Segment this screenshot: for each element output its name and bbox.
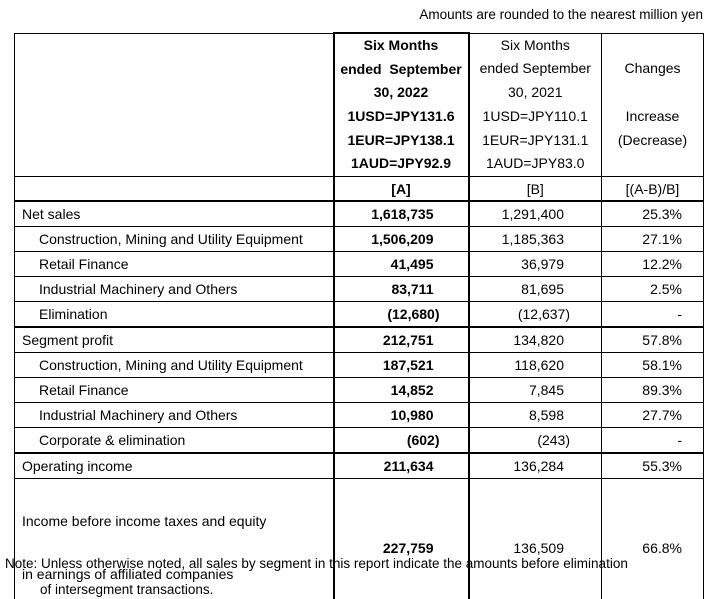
row-label-line: Income before income taxes and equity	[22, 513, 267, 530]
value-2021: 136,284	[468, 452, 602, 480]
row-label: Industrial Machinery and Others	[14, 402, 334, 429]
header-decrease-label: (Decrease)	[617, 131, 688, 148]
value-change: 55.3%	[601, 452, 704, 480]
table-row: Elimination (12,680) (12,637) -	[14, 301, 704, 328]
tag-a: [A]	[332, 176, 470, 203]
table-row-segment-profit: Segment profit 212,751 134,820 57.8%	[14, 326, 704, 354]
header-2022-line: 30, 2022	[373, 84, 429, 101]
row-label: Income before income taxes and equity in…	[14, 478, 334, 599]
value-2021: 118,620	[468, 352, 602, 379]
value-change: 57.8%	[601, 326, 704, 354]
header-2022-aud-rate: 1AUD=JPY92.9	[350, 155, 451, 172]
value-2021: 1,291,400	[468, 200, 602, 228]
table-row: Construction, Mining and Utility Equipme…	[14, 352, 704, 379]
value-change: 66.8%	[601, 478, 704, 599]
row-label: Elimination	[14, 301, 334, 328]
value-change: 2.5%	[601, 276, 704, 303]
rounding-note: Amounts are rounded to the nearest milli…	[419, 7, 703, 22]
table-row: Industrial Machinery and Others 83,711 8…	[14, 276, 704, 303]
results-table: Six Months ended September 30, 2022 1USD…	[14, 32, 704, 599]
value-2021: 7,845	[468, 377, 602, 404]
header-2021-line: Six Months	[500, 36, 570, 53]
row-label: Retail Finance	[14, 377, 334, 404]
row-label: Operating income	[14, 452, 334, 480]
footnote: Note: Unless otherwise noted, all sales …	[5, 551, 628, 599]
value-change: 12.2%	[601, 251, 704, 278]
value-change: 27.1%	[601, 226, 704, 253]
value-2022: 1,618,735	[332, 200, 470, 228]
header-2022-line: ended September	[340, 60, 462, 77]
value-2021: 36,979	[468, 251, 602, 278]
value-2021: 8,598	[468, 402, 602, 429]
value-change: 25.3%	[601, 200, 704, 228]
footnote-line-2: of intersegment transactions.	[40, 582, 214, 597]
header-2021-line: 30, 2021	[508, 84, 563, 101]
tag-label-cell	[14, 176, 334, 203]
value-change: 58.1%	[601, 352, 704, 379]
row-label: Industrial Machinery and Others	[14, 276, 334, 303]
value-2021: 134,820	[468, 326, 602, 354]
header-2022-eur-rate: 1EUR=JPY138.1	[347, 131, 455, 148]
value-2021: (243)	[468, 427, 602, 454]
tag-change-formula: [(A-B)/B]	[601, 176, 704, 203]
table-row: Retail Finance 14,852 7,845 89.3%	[14, 377, 704, 404]
table-row-net-sales: Net sales 1,618,735 1,291,400 25.3%	[14, 200, 704, 228]
tag-b: [B]	[468, 176, 602, 203]
header-changes: Changes Increase (Decrease)	[601, 32, 704, 178]
value-change: 89.3%	[601, 377, 704, 404]
value-2022: 83,711	[332, 276, 470, 303]
table-row: Construction, Mining and Utility Equipme…	[14, 226, 704, 253]
value-2022: 14,852	[332, 377, 470, 404]
value-2021: 81,695	[468, 276, 602, 303]
value-2021: 1,185,363	[468, 226, 602, 253]
value-2021: (12,637)	[468, 301, 602, 328]
row-label: Construction, Mining and Utility Equipme…	[14, 352, 334, 379]
value-2022: 41,495	[332, 251, 470, 278]
value-2022: (12,680)	[332, 301, 470, 328]
column-tag-row: [A] [B] [(A-B)/B]	[14, 176, 704, 203]
value-2022: 1,506,209	[332, 226, 470, 253]
value-2022: (602)	[332, 427, 470, 454]
value-2022: 227,759	[332, 478, 470, 599]
value-change: -	[601, 301, 704, 328]
row-label: Retail Finance	[14, 251, 334, 278]
header-2022-line: Six Months	[363, 37, 439, 53]
header-2022-usd-rate: 1USD=JPY131.6	[347, 108, 455, 125]
row-label-line: in earnings of affiliated companies	[22, 566, 234, 583]
value-change: -	[601, 427, 704, 454]
value-2022: 211,634	[332, 452, 470, 480]
header-2021-usd-rate: 1USD=JPY110.1	[482, 107, 588, 124]
header-changes-label: Changes	[624, 60, 681, 77]
table-row-income-before-taxes: Income before income taxes and equity in…	[14, 478, 704, 599]
table-row: Corporate & elimination (602) (243) -	[14, 427, 704, 454]
header-row: Six Months ended September 30, 2022 1USD…	[14, 32, 704, 178]
value-2021: 136,509	[468, 478, 602, 599]
table-row: Industrial Machinery and Others 10,980 8…	[14, 402, 704, 429]
value-2022: 212,751	[332, 326, 470, 354]
row-label: Segment profit	[14, 326, 334, 354]
header-period-2021: Six Months ended September 30, 2021 1USD…	[468, 32, 602, 178]
footnote-line-1: Note: Unless otherwise noted, all sales …	[5, 556, 628, 571]
header-label-cell	[14, 32, 334, 178]
header-2021-line: ended September	[479, 60, 591, 77]
value-change: 27.7%	[601, 402, 704, 429]
row-label: Net sales	[14, 200, 334, 228]
value-2022: 187,521	[332, 352, 470, 379]
table-row: Retail Finance 41,495 36,979 12.2%	[14, 251, 704, 278]
table-row-operating-income: Operating income 211,634 136,284 55.3%	[14, 452, 704, 480]
value-2022: 10,980	[332, 402, 470, 429]
header-increase-label: Increase	[625, 107, 680, 124]
row-label: Construction, Mining and Utility Equipme…	[14, 226, 334, 253]
row-label: Corporate & elimination	[14, 427, 334, 454]
header-2021-eur-rate: 1EUR=JPY131.1	[482, 131, 589, 148]
header-2021-aud-rate: 1AUD=JPY83.0	[486, 155, 585, 172]
header-period-2022: Six Months ended September 30, 2022 1USD…	[332, 32, 470, 178]
